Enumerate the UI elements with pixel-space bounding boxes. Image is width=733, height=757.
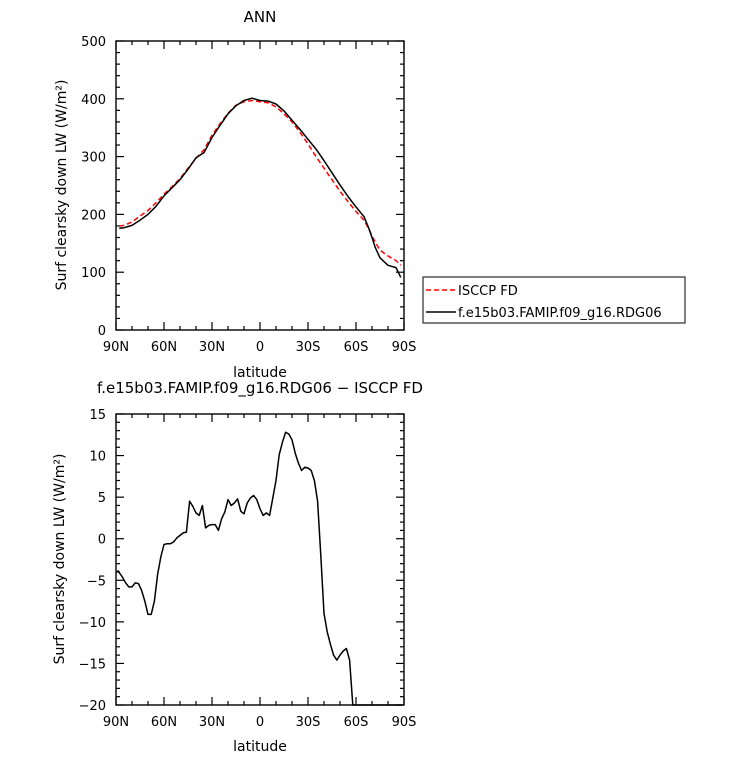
- top-x-tick-label: 60S: [344, 340, 369, 355]
- bottom-y-axis-label: Surf clearsky down LW (W/m²): [52, 454, 68, 665]
- top-x-axis-label: latitude: [233, 365, 287, 381]
- bottom-y-tick-label: 15: [89, 408, 106, 423]
- top-x-tick-label: 30S: [296, 340, 321, 355]
- bottom-y-tick-label: −15: [79, 657, 106, 672]
- bottom-y-tick-label: 10: [89, 450, 106, 465]
- top-series-lines: [119, 97, 402, 278]
- top-chart-title: ANN: [244, 8, 277, 26]
- bottom-x-tick-label: 90N: [103, 715, 129, 730]
- bottom-x-axis-label: latitude: [233, 739, 287, 755]
- top-series-line-0: [119, 99, 402, 266]
- top-x-tick-label: 0: [256, 340, 264, 355]
- bottom-x-tick-label: 30N: [199, 715, 225, 730]
- top-y-tick-label: 300: [81, 151, 106, 166]
- top-plot-frame: [115, 40, 405, 331]
- bottom-y-tick-label: −5: [87, 574, 106, 589]
- bottom-series-line-0: [116, 431, 403, 706]
- bottom-plot-frame: [115, 413, 405, 706]
- bottom-ticks: 90N 60N 30N 0 30S 60S 90S −20 −15 −10 −5 0 5 10 15: [79, 408, 417, 730]
- top-series-line-1: [119, 97, 402, 278]
- legend-box: [422, 276, 686, 324]
- bottom-chart-title: f.e15b03.FAMIP.f09_g16.RDG06 − ISCCP FD: [97, 379, 423, 398]
- top-x-tick-label: 90S: [392, 340, 417, 355]
- top-panel: ANN 90N 60N 30N 0 30S 60S 90S0100200300400500 …: [54, 8, 416, 381]
- top-y-tick-label: 500: [81, 35, 106, 50]
- top-y-tick-label: 200: [81, 208, 106, 223]
- bottom-x-tick-label: 0: [256, 715, 264, 730]
- bottom-y-tick-label: 5: [98, 491, 106, 506]
- top-x-tick-label: 60N: [151, 340, 177, 355]
- bottom-x-tick-label: 60N: [151, 715, 177, 730]
- bottom-y-tick-label: −10: [79, 616, 106, 631]
- bottom-x-tick-label: 60S: [344, 715, 369, 730]
- top-y-tick-label: 400: [81, 93, 106, 108]
- legend-label-isccp: ISCCP FD: [458, 284, 518, 299]
- legend: ISCCP FD f.e15b03.FAMIP.f09_g16.RDG06: [422, 276, 686, 324]
- top-ticks: 90N 60N 30N 0 30S 60S 90S 0 100 200 300 400 500: [81, 35, 416, 355]
- bottom-y-tick-label: 0: [98, 533, 106, 548]
- top-x-tick-label: 30N: [199, 340, 225, 355]
- legend-label-model: f.e15b03.FAMIP.f09_g16.RDG06: [458, 306, 662, 321]
- top-y-tick-label: 100: [81, 266, 106, 281]
- top-y-axis-label: Surf clearsky down LW (W/m²): [54, 80, 70, 291]
- bottom-panel: f.e15b03.FAMIP.f09_g16.RDG06 − ISCCP FD …: [52, 379, 423, 755]
- bottom-series-lines: [116, 431, 403, 706]
- top-x-tick-label: 90N: [103, 340, 129, 355]
- bottom-y-tick-label: −20: [79, 699, 106, 714]
- top-y-tick-label: 0: [98, 324, 106, 339]
- bottom-x-tick-label: 30S: [296, 715, 321, 730]
- bottom-x-tick-label: 90S: [392, 715, 417, 730]
